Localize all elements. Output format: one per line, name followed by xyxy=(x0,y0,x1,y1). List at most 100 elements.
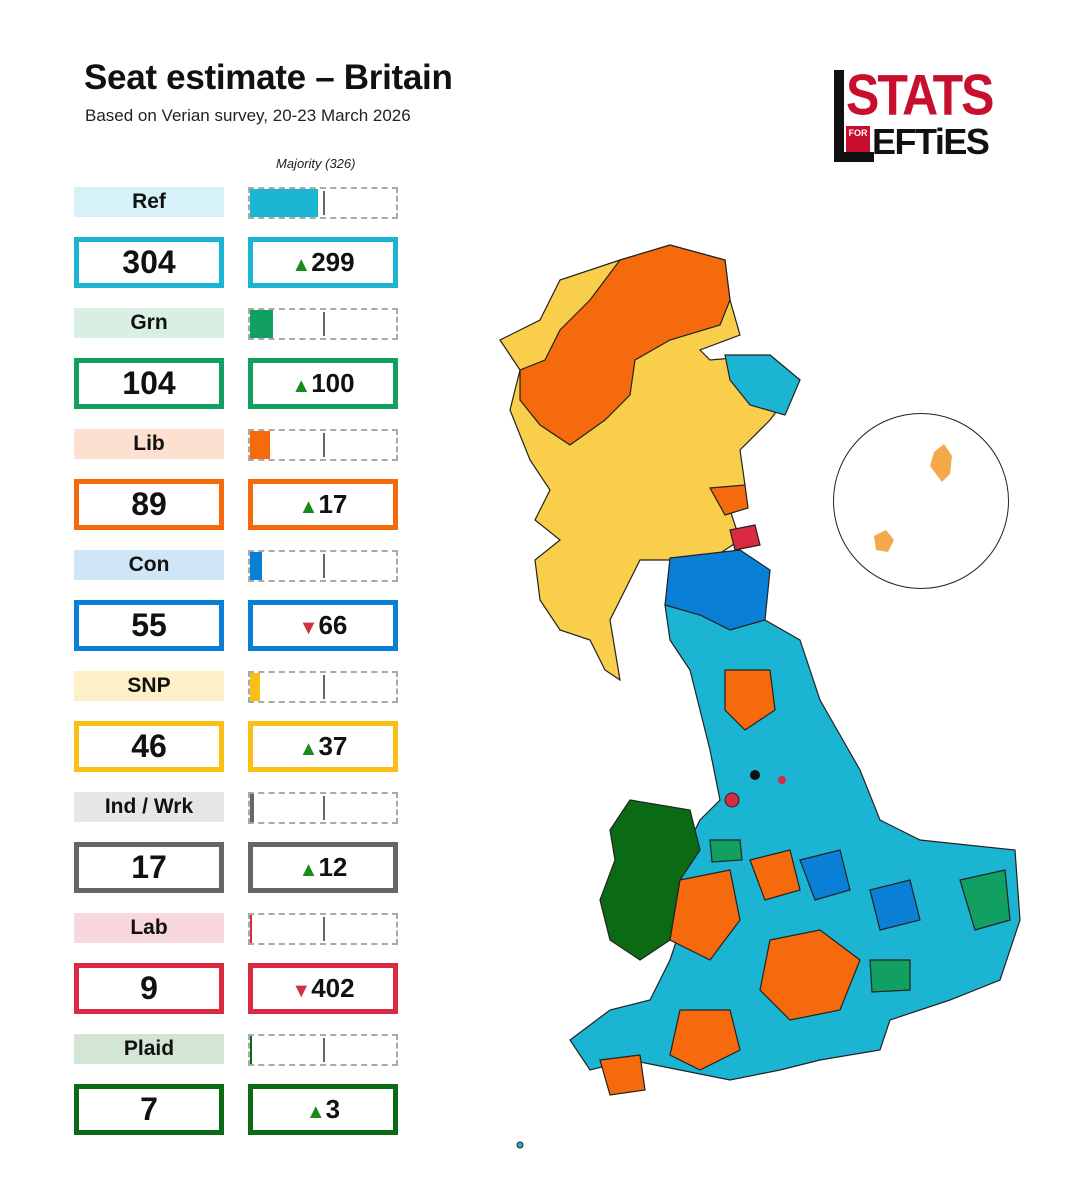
seat-count: 9 xyxy=(74,963,224,1014)
map-fife xyxy=(709,484,749,516)
party-row: SNP 46 ▲37 xyxy=(74,671,400,792)
map-shetland xyxy=(930,444,952,482)
seat-bar-fill xyxy=(250,673,260,701)
logo-for-text: FOR xyxy=(846,126,870,152)
shetland-inset xyxy=(833,413,1009,589)
seat-count: 46 xyxy=(74,721,224,772)
seat-change-value: 402 xyxy=(311,973,355,1003)
party-row: Grn 104 ▲100 xyxy=(74,308,400,429)
majority-marker xyxy=(323,796,325,820)
party-row: Ref 304 ▲299 xyxy=(74,187,400,308)
seat-change-value: 100 xyxy=(311,368,355,398)
seat-count: 7 xyxy=(74,1084,224,1135)
stats-for-lefties-logo: STATS FOR EFTiES xyxy=(834,66,994,166)
seat-bar-fill xyxy=(250,1036,252,1064)
map-south-libdem-3 xyxy=(599,1054,646,1096)
map-green-london xyxy=(869,959,911,993)
map-green-south-west xyxy=(709,839,743,863)
majority-marker xyxy=(323,312,325,336)
seat-change: ▼66 xyxy=(248,600,398,651)
map-labour-ne xyxy=(778,776,786,784)
majority-marker xyxy=(323,675,325,699)
seat-change-value: 12 xyxy=(318,852,348,882)
chart-subtitle: Based on Verian survey, 20-23 March 2026 xyxy=(85,106,411,125)
seat-count: 304 xyxy=(74,237,224,288)
seat-change: ▲17 xyxy=(248,479,398,530)
map-south-libdem-1 xyxy=(759,929,861,1021)
party-name-label: SNP xyxy=(74,671,224,701)
seat-bar-track xyxy=(248,429,398,461)
party-row: Ind / Wrk 17 ▲12 xyxy=(74,792,400,913)
map-south-libdem-2 xyxy=(669,1009,741,1071)
down-arrow-icon: ▼ xyxy=(291,980,312,1002)
seat-bar-track xyxy=(248,913,398,945)
map-wales xyxy=(599,799,701,961)
seat-change-value: 299 xyxy=(311,247,355,277)
seat-change: ▲37 xyxy=(248,721,398,772)
seat-bar-fill xyxy=(250,189,318,217)
logo-lefties-text: EFTiES xyxy=(872,121,990,162)
map-highlands xyxy=(519,244,731,446)
seat-bar-track xyxy=(248,187,398,219)
logo-stats-text: STATS xyxy=(846,62,994,127)
up-arrow-icon: ▲ xyxy=(291,254,312,276)
uk-constituency-map xyxy=(499,244,1021,1149)
seat-change: ▲299 xyxy=(248,237,398,288)
party-row: Plaid 7 ▲3 xyxy=(74,1034,400,1155)
map-independent-nw xyxy=(750,770,760,780)
party-name-label: Grn xyxy=(74,308,224,338)
seat-bar-fill xyxy=(250,431,270,459)
shetland-map xyxy=(874,444,952,552)
seat-count: 104 xyxy=(74,358,224,409)
seat-change-value: 3 xyxy=(325,1094,341,1124)
seat-bar-track xyxy=(248,308,398,340)
seat-change-value: 37 xyxy=(318,731,348,761)
seat-bar-fill xyxy=(250,794,254,822)
seat-bar-fill xyxy=(250,552,262,580)
logo-foot xyxy=(834,152,874,162)
party-name-label: Ind / Wrk xyxy=(74,792,224,822)
seat-change: ▼402 xyxy=(248,963,398,1014)
seat-count: 55 xyxy=(74,600,224,651)
majority-marker xyxy=(323,1038,325,1062)
party-row: Lib 89 ▲17 xyxy=(74,429,400,550)
logo-bar xyxy=(834,70,844,162)
up-arrow-icon: ▲ xyxy=(298,496,319,518)
map-con-1 xyxy=(799,849,851,901)
map-labour-nw xyxy=(724,792,740,808)
map-green-east xyxy=(959,869,1011,931)
majority-marker xyxy=(323,554,325,578)
map-edinburgh xyxy=(729,524,761,551)
seat-change: ▲3 xyxy=(248,1084,398,1135)
map-cumbria-libdem xyxy=(724,669,776,731)
party-name-label: Con xyxy=(74,550,224,580)
map-wales-east xyxy=(669,869,741,961)
party-name-label: Plaid xyxy=(74,1034,224,1064)
down-arrow-icon: ▼ xyxy=(298,617,319,639)
map-con-2 xyxy=(869,879,921,931)
map-orkney xyxy=(874,530,894,552)
seat-bar-track xyxy=(248,792,398,824)
seat-count: 89 xyxy=(74,479,224,530)
up-arrow-icon: ▲ xyxy=(298,859,319,881)
seat-change: ▲100 xyxy=(248,358,398,409)
party-row: Lab 9 ▼402 xyxy=(74,913,400,1034)
seat-change: ▲12 xyxy=(248,842,398,893)
majority-marker xyxy=(323,917,325,941)
party-name-label: Lib xyxy=(74,429,224,459)
map-north-east xyxy=(724,354,801,416)
seat-bar-track xyxy=(248,550,398,582)
seat-bar-fill xyxy=(250,310,273,338)
majority-label: Majority (326) xyxy=(276,156,356,171)
seat-change-value: 66 xyxy=(318,610,348,640)
up-arrow-icon: ▲ xyxy=(298,738,319,760)
seat-change-value: 17 xyxy=(318,489,348,519)
map-midlands-libdem xyxy=(749,849,801,901)
up-arrow-icon: ▲ xyxy=(305,1101,326,1123)
chart-title: Seat estimate – Britain xyxy=(84,58,453,97)
party-row: Con 55 ▼66 xyxy=(74,550,400,671)
seat-bar-track xyxy=(248,1034,398,1066)
seat-count: 17 xyxy=(74,842,224,893)
party-name-label: Lab xyxy=(74,913,224,943)
up-arrow-icon: ▲ xyxy=(291,375,312,397)
